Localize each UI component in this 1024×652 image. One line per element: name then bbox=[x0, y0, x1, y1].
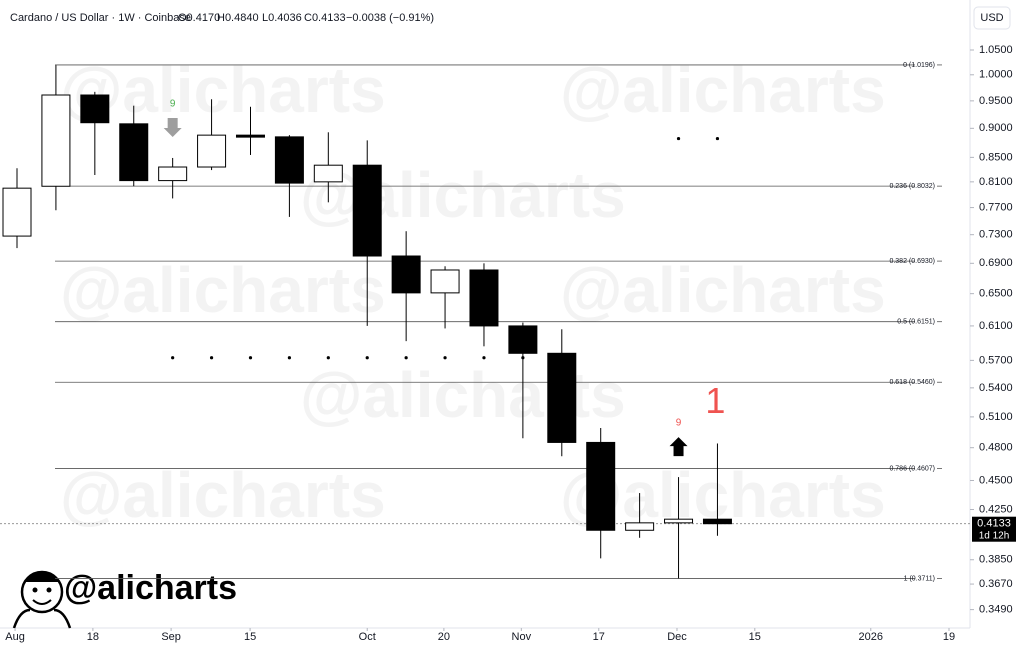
y-tick-label: 0.3670 bbox=[979, 578, 1013, 590]
signal-arrow bbox=[163, 117, 182, 137]
indicator-dot bbox=[171, 356, 175, 360]
indicator-dot bbox=[287, 356, 292, 360]
indicator-dot bbox=[326, 356, 330, 360]
y-tick-label: 0.3490 bbox=[979, 604, 1013, 616]
watermark: @alicharts bbox=[60, 459, 386, 531]
fib-label: 0.786 (0.4607) bbox=[889, 465, 935, 472]
open-label: O0.4170 bbox=[178, 12, 220, 24]
candle-body bbox=[352, 164, 382, 257]
price-box bbox=[972, 516, 1016, 542]
y-tick-label: 0.8100 bbox=[979, 176, 1013, 188]
watermark: @alicharts bbox=[560, 54, 886, 126]
y-tick-label: 0.4800 bbox=[979, 442, 1013, 454]
symbol-title: Cardano / US Dollar · 1W · Coinbase bbox=[10, 12, 191, 24]
y-tick-label: 0.6900 bbox=[979, 257, 1013, 269]
x-tick-label: Sep bbox=[161, 631, 181, 643]
x-tick-label: 19 bbox=[943, 631, 955, 643]
y-tick-label: 0.5100 bbox=[979, 411, 1013, 423]
logo bbox=[12, 570, 72, 629]
x-tick-label: 20 bbox=[438, 631, 450, 643]
watermark: @alicharts bbox=[560, 254, 886, 326]
candle-body bbox=[430, 269, 460, 294]
candle-body bbox=[664, 518, 694, 524]
fib-label: 0.382 (0.6930) bbox=[889, 258, 935, 265]
indicator-dot bbox=[209, 356, 214, 360]
indicator-dot bbox=[521, 356, 525, 360]
indicator-dot bbox=[365, 356, 369, 360]
x-tick-label: 18 bbox=[87, 631, 99, 643]
y-tick-label: 0.6100 bbox=[979, 320, 1013, 332]
indicator-dot bbox=[443, 356, 447, 360]
x-tick-label: 2026 bbox=[859, 631, 883, 643]
candle-body bbox=[274, 136, 304, 184]
y-tick-label: 0.5700 bbox=[979, 354, 1013, 366]
logo-text: @alicharts bbox=[64, 569, 237, 607]
price-label: 0.4133 bbox=[977, 518, 1011, 530]
candle-body bbox=[313, 164, 343, 183]
change-label: −0.0038 (−0.91%) bbox=[346, 12, 434, 24]
indicator-dot bbox=[248, 356, 253, 360]
fib-label: 0.618 (0.5460) bbox=[889, 379, 935, 386]
candle-body bbox=[586, 441, 616, 531]
indicator-dot bbox=[676, 136, 681, 141]
candle-body bbox=[197, 134, 227, 168]
y-tick-label: 0.4500 bbox=[979, 474, 1013, 486]
y-tick-label: 0.6500 bbox=[979, 288, 1013, 300]
candle-body bbox=[119, 123, 149, 182]
indicator-dot bbox=[482, 356, 486, 360]
signal-arrow bbox=[669, 437, 688, 457]
watermark: @alicharts bbox=[60, 254, 386, 326]
y-tick-label: 0.8500 bbox=[979, 151, 1013, 163]
candle-body bbox=[625, 522, 655, 531]
fib-label: 1 (0.3711) bbox=[904, 575, 935, 582]
x-tick-label: Aug bbox=[5, 631, 25, 643]
watermarks: @alicharts @alicharts @alicharts @alicharts… bbox=[60, 54, 886, 531]
low-label: L0.4036 bbox=[262, 12, 302, 24]
candle-body bbox=[391, 255, 421, 294]
watermark: @alicharts bbox=[60, 54, 386, 126]
candle-body bbox=[235, 134, 265, 138]
signal-label: 9 bbox=[170, 99, 176, 110]
fib-label: 0 (1.0196) bbox=[903, 62, 935, 69]
signal-label: 9 bbox=[676, 418, 682, 429]
candle-body bbox=[80, 94, 110, 124]
y-tick-label: 0.7300 bbox=[979, 229, 1013, 241]
countdown-label: 1d 12h bbox=[979, 530, 1010, 541]
candle-body bbox=[41, 94, 71, 187]
candle-body bbox=[508, 325, 538, 354]
x-tick-label: 15 bbox=[244, 631, 256, 643]
x-tick-label: Dec bbox=[667, 631, 687, 643]
currency-button[interactable] bbox=[973, 6, 1011, 30]
signal-label: 1 bbox=[705, 380, 725, 421]
y-tick-label: 1.0000 bbox=[979, 69, 1013, 81]
y-tick-label: 0.9000 bbox=[979, 122, 1013, 134]
currency-label[interactable]: USD bbox=[980, 12, 1003, 24]
y-tick-label: 0.5400 bbox=[979, 382, 1013, 394]
fib-label: 0.236 (0.8032) bbox=[889, 183, 935, 190]
x-tick-label: 15 bbox=[749, 631, 761, 643]
x-tick-label: Oct bbox=[359, 631, 376, 643]
y-tick-label: 0.3850 bbox=[979, 554, 1013, 566]
y-tick-label: 0.9500 bbox=[979, 95, 1013, 107]
watermark: @alicharts bbox=[300, 159, 626, 231]
indicator-dot bbox=[404, 356, 408, 360]
x-tick-label: Nov bbox=[512, 631, 532, 643]
fib-label: 0.5 (0.6151) bbox=[897, 319, 935, 326]
watermark: @alicharts bbox=[300, 359, 626, 431]
high-label: H0.4840 bbox=[217, 12, 259, 24]
candle-body bbox=[2, 187, 32, 237]
y-tick-label: 0.7700 bbox=[979, 201, 1013, 213]
candle-body bbox=[702, 518, 732, 525]
close-label: C0.4133 bbox=[304, 12, 346, 24]
candle-body bbox=[469, 269, 499, 327]
candle-body bbox=[547, 352, 577, 443]
candle-body bbox=[158, 166, 188, 182]
x-tick-label: 17 bbox=[593, 631, 605, 643]
indicator-dot bbox=[715, 136, 720, 141]
y-tick-label: 0.4250 bbox=[979, 503, 1013, 515]
y-tick-label: 1.0500 bbox=[979, 44, 1013, 56]
